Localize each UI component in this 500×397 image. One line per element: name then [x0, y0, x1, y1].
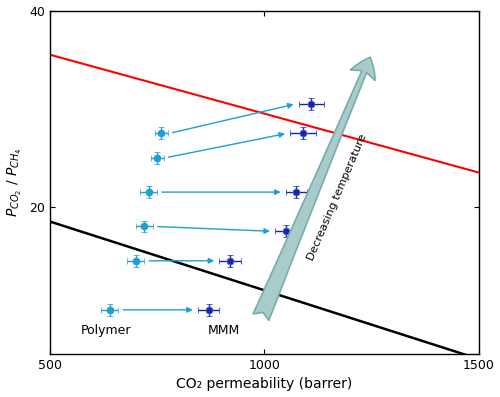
Text: Decreasing temperature: Decreasing temperature [306, 132, 368, 262]
Y-axis label: $P_{CO_2}$ / $P_{CH_4}$: $P_{CO_2}$ / $P_{CH_4}$ [6, 147, 24, 217]
Text: MMM: MMM [208, 324, 240, 337]
FancyArrowPatch shape [253, 57, 375, 320]
Text: Polymer: Polymer [80, 324, 131, 337]
X-axis label: CO₂ permeability (barrer): CO₂ permeability (barrer) [176, 378, 352, 391]
